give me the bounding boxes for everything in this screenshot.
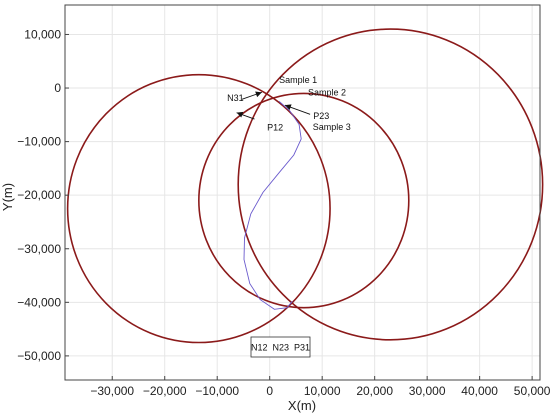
x-tick-label: −30,000 [90, 384, 134, 398]
legend-box [250, 336, 311, 358]
x-tick-label: 50,000 [514, 384, 550, 398]
y-tick-label: −40,000 [17, 295, 61, 309]
y-tick-label: −50,000 [17, 349, 61, 363]
grid [65, 5, 540, 380]
legend-text: N12 N23 P31 [251, 343, 310, 353]
y-tick-label: 10,000 [24, 27, 61, 41]
annotation-label: Sample 3 [313, 122, 351, 132]
annotation-label: P12 [267, 122, 283, 132]
annotation-label: Sample 2 [308, 88, 346, 98]
y-tick-label: 0 [54, 81, 61, 95]
trajectory [243, 101, 302, 310]
y-ticks: 10,000 0 −10,000 −20,000 −30,000 −40,000 −50,0… [17, 27, 69, 363]
range-circle [66, 73, 331, 344]
range-circle [198, 92, 410, 309]
x-tick-label: −20,000 [143, 384, 187, 398]
arrows [236, 91, 311, 120]
x-tick-label: 40,000 [461, 384, 498, 398]
y-tick-label: −30,000 [17, 242, 61, 256]
plot-background [65, 5, 540, 380]
x-tick-label: 0 [266, 384, 273, 398]
x-tick-label: 10,000 [304, 384, 341, 398]
plot-frame [64, 4, 541, 381]
legend: N12 N23 P31 [250, 336, 311, 358]
trajectory-line [243, 101, 302, 310]
x-tick-label: 30,000 [409, 384, 446, 398]
x-ticks: −30,000 −20,000 −10,000 0 10,000 20,000 30,000… [90, 376, 550, 398]
x-axis-label: X(m) [288, 398, 316, 413]
x-tick-label: 20,000 [356, 384, 393, 398]
circles [66, 28, 544, 344]
arrow-head [255, 91, 262, 98]
y-tick-label: −20,000 [17, 188, 61, 202]
annotations: Sample 1 Sample 2 Sample 3 N31 P23 P12 [227, 75, 351, 132]
range-circle [237, 28, 544, 341]
y-tick-label: −10,000 [17, 135, 61, 149]
arrow-head [236, 111, 244, 118]
y-axis-label: Y(m) [0, 183, 15, 211]
annotation-label: N31 [227, 93, 244, 103]
arrow-head [284, 104, 292, 111]
annotation-label: Sample 1 [279, 75, 317, 85]
annotation-label: P23 [313, 111, 329, 121]
x-tick-label: −10,000 [195, 384, 239, 398]
